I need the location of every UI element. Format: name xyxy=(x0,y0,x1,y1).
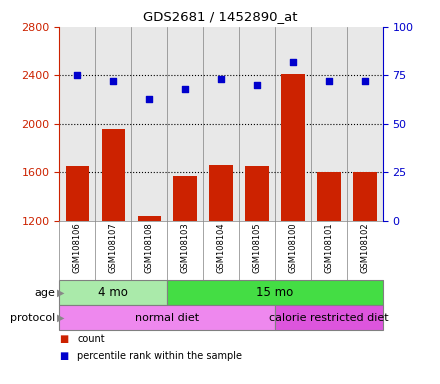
Point xyxy=(218,76,225,82)
Text: age: age xyxy=(34,288,55,298)
Text: GSM108107: GSM108107 xyxy=(109,223,118,273)
Point xyxy=(182,86,189,92)
Text: 15 mo: 15 mo xyxy=(257,286,293,299)
Point xyxy=(146,96,153,102)
Text: GSM108102: GSM108102 xyxy=(360,223,369,273)
Text: GSM108108: GSM108108 xyxy=(145,223,154,273)
Bar xyxy=(281,74,304,221)
Bar xyxy=(102,129,125,221)
Text: GDS2681 / 1452890_at: GDS2681 / 1452890_at xyxy=(143,10,297,23)
Text: ▶: ▶ xyxy=(57,288,65,298)
Text: ■: ■ xyxy=(59,351,69,361)
Bar xyxy=(353,172,377,221)
Text: GSM108105: GSM108105 xyxy=(253,223,261,273)
Bar xyxy=(59,280,167,305)
Text: count: count xyxy=(77,334,105,344)
Text: normal diet: normal diet xyxy=(135,313,199,323)
Text: percentile rank within the sample: percentile rank within the sample xyxy=(77,351,242,361)
Text: calorie restricted diet: calorie restricted diet xyxy=(269,313,389,323)
Text: GSM108104: GSM108104 xyxy=(216,223,226,273)
Bar xyxy=(209,165,233,221)
Point xyxy=(361,78,368,84)
Bar xyxy=(167,280,383,305)
Text: ▶: ▶ xyxy=(57,313,65,323)
Bar xyxy=(246,166,269,221)
Text: GSM108100: GSM108100 xyxy=(289,223,297,273)
Bar xyxy=(317,172,341,221)
Point xyxy=(110,78,117,84)
Text: GSM108103: GSM108103 xyxy=(181,223,190,273)
Point xyxy=(326,78,333,84)
Text: 4 mo: 4 mo xyxy=(99,286,128,299)
Point xyxy=(290,59,297,65)
Bar xyxy=(59,305,275,330)
Text: protocol: protocol xyxy=(10,313,55,323)
Bar xyxy=(275,305,383,330)
Point xyxy=(253,82,260,88)
Bar xyxy=(138,216,161,221)
Text: ■: ■ xyxy=(59,334,69,344)
Text: GSM108101: GSM108101 xyxy=(324,223,334,273)
Bar xyxy=(66,166,89,221)
Point xyxy=(74,72,81,78)
Bar xyxy=(173,176,197,221)
Text: GSM108106: GSM108106 xyxy=(73,223,82,273)
